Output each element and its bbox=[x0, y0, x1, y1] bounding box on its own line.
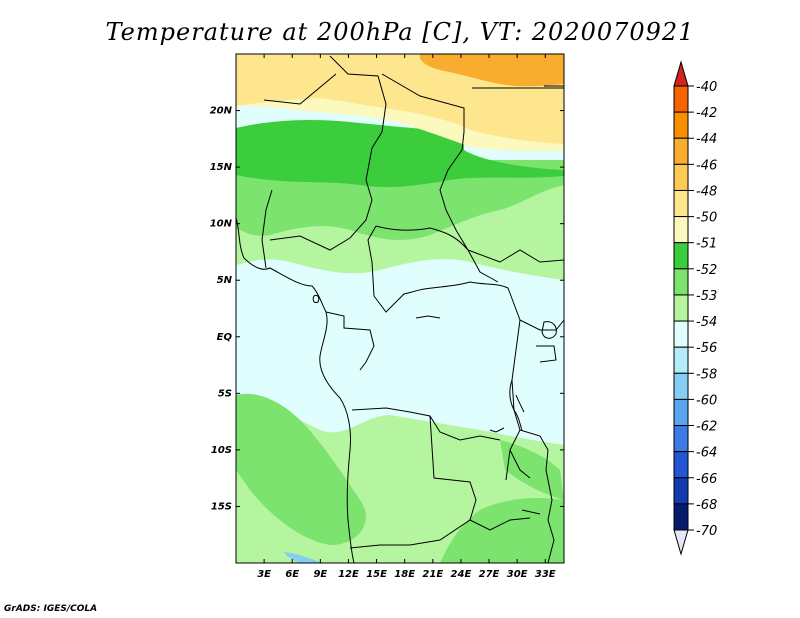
lon-tick-label-1: 6E bbox=[285, 569, 299, 580]
colorbar-swatch-12 bbox=[673, 398, 689, 427]
island-bioko bbox=[312, 295, 320, 303]
border-zambia bbox=[469, 517, 531, 531]
lake-outline-1 bbox=[509, 379, 523, 431]
colorbar-bottom-triangle bbox=[673, 529, 689, 556]
lon-tick-label-4: 15E bbox=[366, 569, 387, 580]
colorbar-label-1: -42 bbox=[696, 106, 717, 121]
colorbar-swatch-13 bbox=[673, 425, 689, 453]
lon-tick-label-10: 33E bbox=[535, 569, 556, 580]
colorbar-label-8: -53 bbox=[696, 289, 717, 304]
lon-tick-label-9: 30E bbox=[507, 569, 528, 580]
colorbar-swatch-5 bbox=[673, 216, 689, 244]
colorbar-swatch-2 bbox=[673, 137, 689, 165]
lon-tick-label-2: 9E bbox=[313, 569, 327, 580]
colorbar-swatch-4 bbox=[673, 189, 689, 218]
lat-tick-label-6: 10S bbox=[211, 445, 232, 456]
colorbar-swatch-3 bbox=[673, 163, 689, 191]
coast-detail-2 bbox=[489, 427, 505, 433]
colorbar-label-15: -66 bbox=[696, 472, 717, 487]
colorbar-label-9: -54 bbox=[696, 315, 717, 330]
colorbar-label-4: -48 bbox=[696, 184, 717, 199]
colorbar-label-6: -51 bbox=[696, 237, 717, 252]
colorbar-label-14: -64 bbox=[696, 446, 717, 461]
map-frame bbox=[235, 53, 565, 564]
country-boundaries bbox=[236, 55, 564, 563]
lon-tick-label-6: 21E bbox=[422, 569, 443, 580]
colorbar-swatch-0 bbox=[673, 85, 689, 113]
border-malawi bbox=[509, 449, 531, 479]
colorbar-swatch-10 bbox=[673, 346, 689, 374]
coast-detail-1 bbox=[415, 315, 441, 319]
field-lake-blue bbox=[284, 552, 322, 563]
lon-tick-label-8: 27E bbox=[479, 569, 500, 580]
colorbar: -40 -42 -44 -46 -48 -50 -51 -52 -53 -54 -56 -58 -60 -… bbox=[673, 60, 717, 556]
border-benin bbox=[261, 189, 273, 269]
colorbar-label-0: -40 bbox=[696, 80, 717, 95]
colorbar-swatch-1 bbox=[673, 111, 689, 139]
lat-tick-label-3: 5N bbox=[217, 275, 233, 286]
colorbar-swatch-9 bbox=[673, 320, 689, 348]
lat-tick-label-0: 20N bbox=[210, 106, 233, 117]
colorbar-label-5: -50 bbox=[696, 211, 717, 226]
colorbar-swatch-7 bbox=[673, 268, 689, 296]
colorbar-label-3: -46 bbox=[696, 158, 717, 173]
credit-text: GrADS: IGES/COLA bbox=[4, 604, 98, 614]
colorbar-label-2: -44 bbox=[696, 132, 717, 147]
colorbar-swatch-15 bbox=[673, 477, 689, 505]
border-north-2 bbox=[381, 73, 465, 132]
border-drc-south bbox=[351, 407, 501, 441]
colorbar-swatch-11 bbox=[673, 372, 689, 400]
border-north-3 bbox=[263, 73, 337, 105]
lon-tick-label-0: 3E bbox=[257, 569, 271, 580]
colorbar-swatch-6 bbox=[673, 242, 689, 270]
border-cameroon bbox=[367, 225, 413, 313]
lat-tick-label-1: 15N bbox=[210, 162, 233, 173]
colorbar-swatch-16 bbox=[673, 503, 689, 531]
border-sudan bbox=[467, 249, 564, 263]
border-congo bbox=[411, 281, 509, 293]
map-title: Temperature at 200hPa [C], VT: 202007092… bbox=[105, 18, 695, 46]
map-axes: 20N 15N 10N 5N EQ 5S 10S 15S 3E 6E 9E 12E 15E 18E 21E 2… bbox=[210, 54, 564, 580]
border-east-2 bbox=[536, 345, 557, 363]
colorbar-label-16: -68 bbox=[696, 498, 717, 513]
border-nigeria bbox=[269, 179, 373, 251]
lon-tick-label-7: 24E bbox=[451, 569, 472, 580]
lon-tick-label-5: 18E bbox=[394, 569, 415, 580]
field-sahel-green bbox=[236, 120, 564, 188]
lon-tick-label-3: 12E bbox=[338, 569, 359, 580]
lake-outline-2 bbox=[515, 394, 525, 413]
colorbar-label-11: -58 bbox=[696, 367, 717, 382]
colorbar-label-12: -60 bbox=[696, 393, 717, 408]
border-gabon bbox=[325, 311, 375, 371]
lake-victoria bbox=[541, 321, 557, 339]
colorbar-label-17: -70 bbox=[696, 524, 717, 539]
field-northeast-orange bbox=[419, 54, 564, 87]
lat-tick-label-4: EQ bbox=[217, 332, 233, 343]
colorbar-swatch-14 bbox=[673, 451, 689, 479]
coast-detail-3 bbox=[521, 509, 541, 515]
lat-tick-label-2: 10N bbox=[210, 219, 233, 230]
field-south-light-green bbox=[236, 393, 366, 545]
border-drc-east bbox=[505, 287, 521, 481]
field-south-east-green-2 bbox=[500, 440, 564, 500]
lat-tick-label-7: 15S bbox=[211, 501, 232, 512]
lat-tick-label-5: 5S bbox=[218, 388, 232, 399]
border-chad bbox=[439, 131, 499, 283]
colorbar-label-13: -62 bbox=[696, 420, 717, 435]
temperature-field bbox=[236, 54, 564, 563]
border-car bbox=[375, 225, 469, 251]
border-north-1 bbox=[329, 55, 387, 181]
colorbar-swatch-8 bbox=[673, 294, 689, 322]
border-mozambique bbox=[519, 429, 555, 563]
field-north-pale-yellow bbox=[236, 98, 564, 151]
colorbar-top-triangle bbox=[673, 60, 689, 87]
colorbar-label-7: -52 bbox=[696, 263, 717, 278]
field-south-east-green bbox=[440, 498, 564, 563]
coastline-west bbox=[236, 217, 355, 563]
colorbar-label-10: -56 bbox=[696, 341, 717, 356]
border-east-1 bbox=[519, 319, 564, 331]
